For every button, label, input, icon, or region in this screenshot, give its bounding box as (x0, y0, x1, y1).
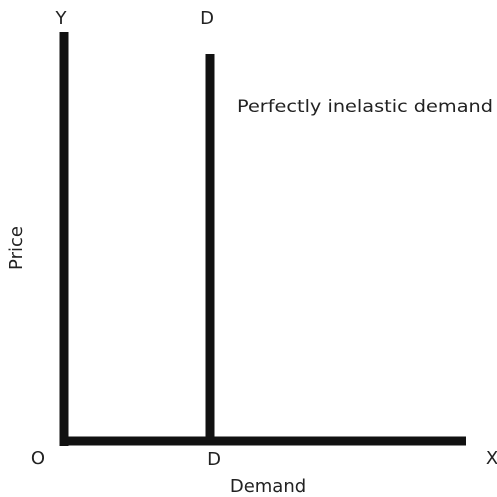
origin-label: O (31, 448, 45, 469)
x-axis-title: Demand (230, 476, 306, 497)
y-axis-title: Price (6, 226, 27, 270)
y-axis-end-label: Y (55, 8, 68, 29)
curve-annotation: Perfectly inelastic demand (237, 97, 493, 117)
demand-curve-bottom-label: D (207, 449, 221, 470)
x-axis-end-label: X (486, 448, 497, 469)
demand-curve-top-label: D (200, 8, 214, 29)
